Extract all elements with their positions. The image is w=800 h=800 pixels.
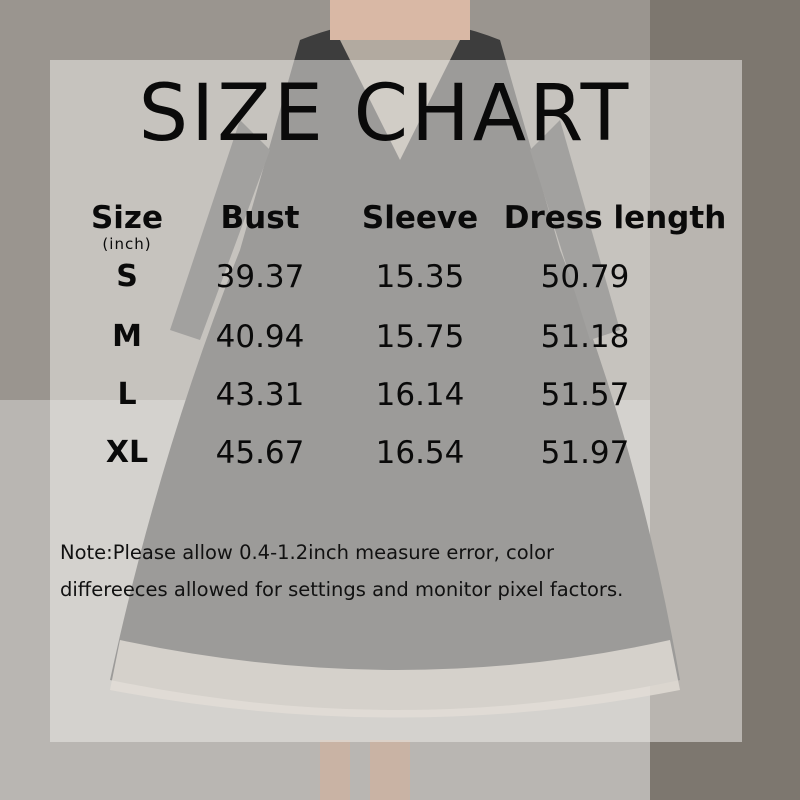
overlay-panel — [50, 60, 742, 742]
note-line-2: differeeces allowed for settings and mon… — [60, 578, 624, 601]
header-bust: Bust — [220, 200, 300, 236]
sleeve-value: 15.35 — [375, 259, 465, 295]
size-label: M — [112, 319, 142, 354]
bust-value: 40.94 — [215, 319, 305, 355]
size-label: L — [117, 377, 137, 412]
bust-value: 45.67 — [215, 435, 305, 471]
note-line-1: Note:Please allow 0.4-1.2inch measure er… — [60, 541, 555, 564]
bust-value: 43.31 — [215, 377, 305, 413]
sleeve-value: 16.14 — [375, 377, 465, 413]
length-value: 51.18 — [540, 319, 630, 355]
size-label: XL — [105, 435, 149, 470]
bust-value: 39.37 — [215, 259, 305, 295]
header-dress-length: Dress length — [503, 200, 727, 236]
length-value: 51.97 — [540, 435, 630, 471]
header-size: Size — [90, 200, 164, 236]
length-value: 51.57 — [540, 377, 630, 413]
header-unit: (inch) — [102, 235, 152, 253]
size-label: S — [116, 259, 138, 294]
header-sleeve: Sleeve — [361, 200, 479, 236]
length-value: 50.79 — [540, 259, 630, 295]
sleeve-value: 16.54 — [375, 435, 465, 471]
page-title: SIZE CHART — [138, 69, 632, 159]
sleeve-value: 15.75 — [375, 319, 465, 355]
